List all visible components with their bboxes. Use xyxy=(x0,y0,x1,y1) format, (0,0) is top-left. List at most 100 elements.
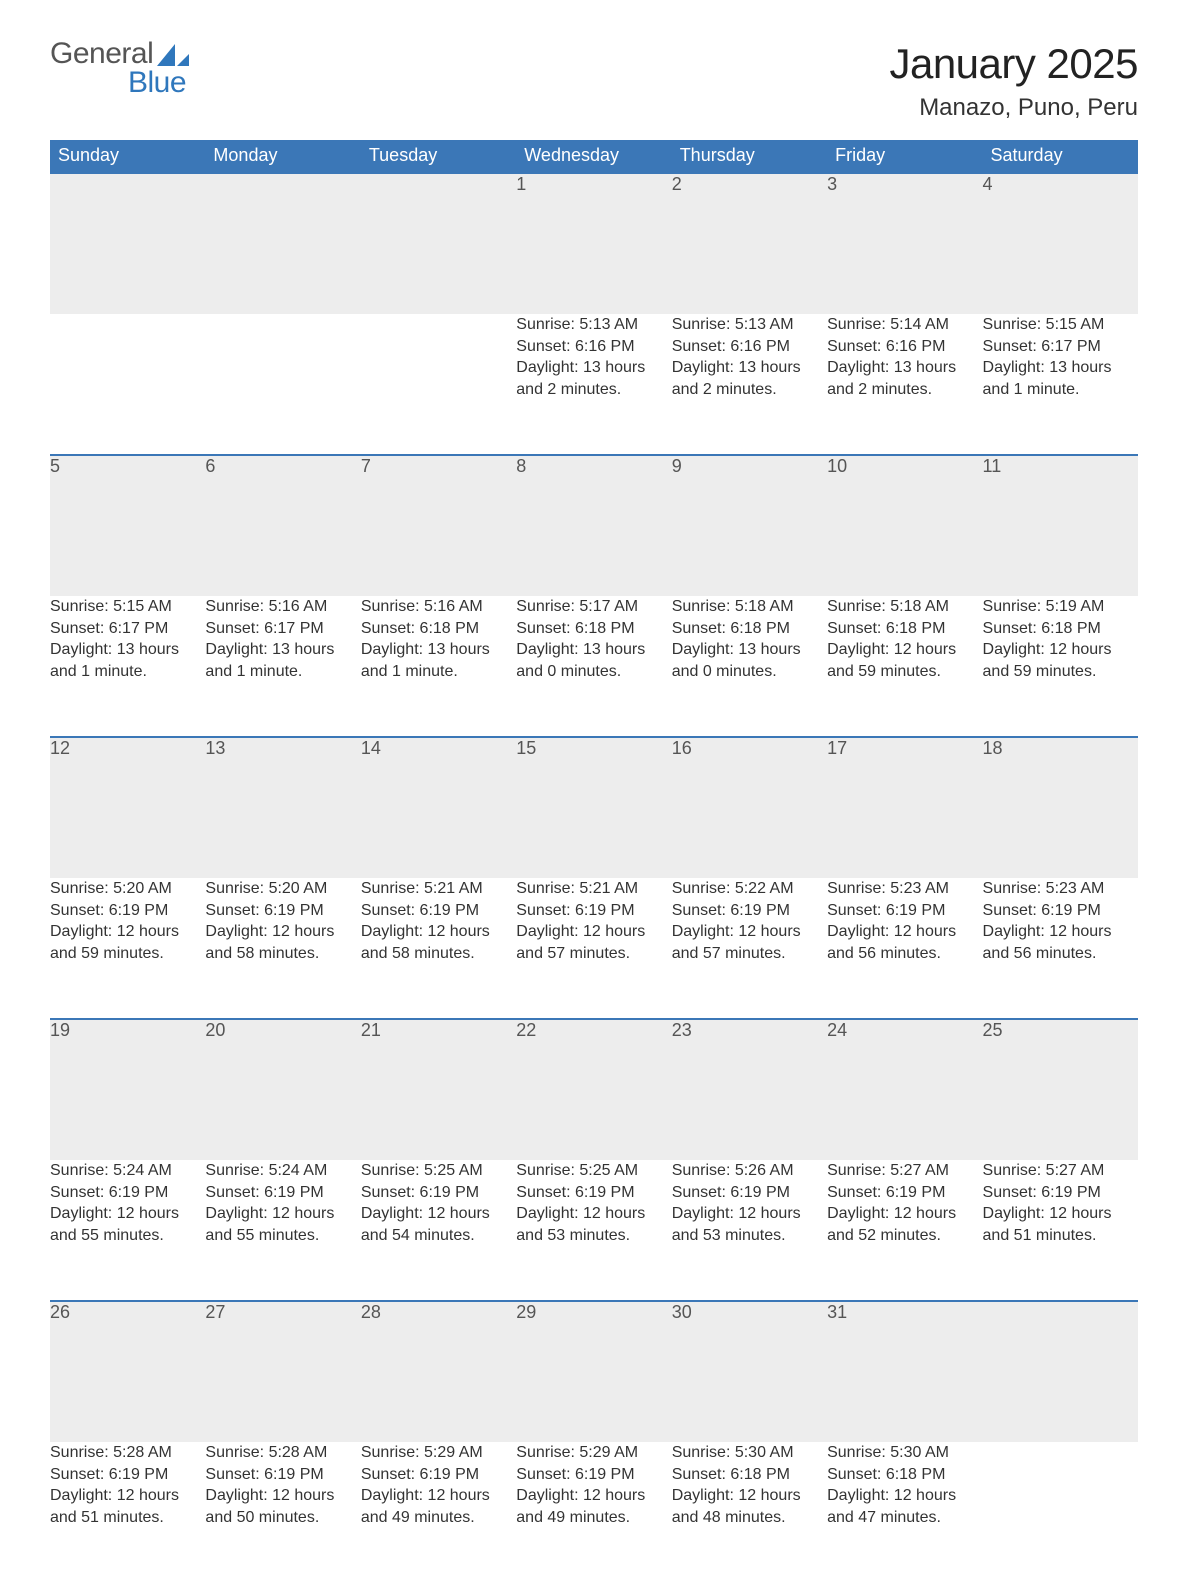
sunrise-text: Sunrise: 5:22 AM xyxy=(672,878,827,900)
daylight-text: Daylight: 12 hours and 59 minutes. xyxy=(827,639,982,682)
day-number-cell: 25 xyxy=(983,1019,1138,1160)
daylight-text: Daylight: 12 hours and 52 minutes. xyxy=(827,1203,982,1246)
day-number-cell: 23 xyxy=(672,1019,827,1160)
daylight-text: Daylight: 12 hours and 48 minutes. xyxy=(672,1485,827,1528)
week-detail-row: Sunrise: 5:20 AMSunset: 6:19 PMDaylight:… xyxy=(50,878,1138,1019)
daylight-text: Daylight: 12 hours and 49 minutes. xyxy=(361,1485,516,1528)
daylight-text: Daylight: 13 hours and 2 minutes. xyxy=(672,357,827,400)
daylight-text: Daylight: 13 hours and 2 minutes. xyxy=(827,357,982,400)
day-number-cell: 29 xyxy=(516,1301,671,1442)
sunset-text: Sunset: 6:19 PM xyxy=(516,1182,671,1204)
day-detail-cell: Sunrise: 5:16 AMSunset: 6:18 PMDaylight:… xyxy=(361,596,516,737)
day-detail-cell: Sunrise: 5:20 AMSunset: 6:19 PMDaylight:… xyxy=(50,878,205,1019)
sunrise-text: Sunrise: 5:15 AM xyxy=(50,596,205,618)
day-detail-cell: Sunrise: 5:29 AMSunset: 6:19 PMDaylight:… xyxy=(516,1442,671,1582)
sunset-text: Sunset: 6:19 PM xyxy=(361,1464,516,1486)
day-detail-cell xyxy=(361,314,516,455)
daylight-text: Daylight: 12 hours and 57 minutes. xyxy=(672,921,827,964)
day-number-cell: 10 xyxy=(827,455,982,596)
day-number-cell: 21 xyxy=(361,1019,516,1160)
day-detail-cell: Sunrise: 5:13 AMSunset: 6:16 PMDaylight:… xyxy=(672,314,827,455)
day-number-cell: 24 xyxy=(827,1019,982,1160)
brand-word-1: General xyxy=(50,40,153,69)
sunrise-text: Sunrise: 5:25 AM xyxy=(361,1160,516,1182)
day-number-cell: 11 xyxy=(983,455,1138,596)
sunset-text: Sunset: 6:18 PM xyxy=(983,618,1138,640)
sunrise-text: Sunrise: 5:21 AM xyxy=(516,878,671,900)
sunset-text: Sunset: 6:19 PM xyxy=(983,1182,1138,1204)
day-detail-cell: Sunrise: 5:24 AMSunset: 6:19 PMDaylight:… xyxy=(50,1160,205,1301)
day-number-cell xyxy=(50,173,205,314)
sunrise-text: Sunrise: 5:28 AM xyxy=(205,1442,360,1464)
title-month: January 2025 xyxy=(889,40,1138,88)
col-monday: Monday xyxy=(205,140,360,173)
brand-logo: General Blue xyxy=(50,40,189,97)
day-detail-cell xyxy=(50,314,205,455)
sunrise-text: Sunrise: 5:17 AM xyxy=(516,596,671,618)
daylight-text: Daylight: 12 hours and 49 minutes. xyxy=(516,1485,671,1528)
sunset-text: Sunset: 6:17 PM xyxy=(205,618,360,640)
day-number-cell xyxy=(205,173,360,314)
day-detail-cell: Sunrise: 5:17 AMSunset: 6:18 PMDaylight:… xyxy=(516,596,671,737)
sunrise-text: Sunrise: 5:30 AM xyxy=(672,1442,827,1464)
calendar-table: Sunday Monday Tuesday Wednesday Thursday… xyxy=(50,140,1138,1582)
sunrise-text: Sunrise: 5:13 AM xyxy=(516,314,671,336)
day-detail-cell: Sunrise: 5:25 AMSunset: 6:19 PMDaylight:… xyxy=(361,1160,516,1301)
day-detail-cell: Sunrise: 5:15 AMSunset: 6:17 PMDaylight:… xyxy=(50,596,205,737)
sunrise-text: Sunrise: 5:23 AM xyxy=(827,878,982,900)
day-detail-cell: Sunrise: 5:27 AMSunset: 6:19 PMDaylight:… xyxy=(827,1160,982,1301)
sunset-text: Sunset: 6:19 PM xyxy=(50,1464,205,1486)
day-number-cell: 7 xyxy=(361,455,516,596)
day-detail-cell: Sunrise: 5:28 AMSunset: 6:19 PMDaylight:… xyxy=(205,1442,360,1582)
day-detail-cell: Sunrise: 5:27 AMSunset: 6:19 PMDaylight:… xyxy=(983,1160,1138,1301)
day-number-cell xyxy=(983,1301,1138,1442)
sunrise-text: Sunrise: 5:24 AM xyxy=(50,1160,205,1182)
calendar-page: General Blue January 2025 Manazo, Puno, … xyxy=(0,0,1188,918)
sunrise-text: Sunrise: 5:30 AM xyxy=(827,1442,982,1464)
week-detail-row: Sunrise: 5:28 AMSunset: 6:19 PMDaylight:… xyxy=(50,1442,1138,1582)
sunrise-text: Sunrise: 5:18 AM xyxy=(827,596,982,618)
week-daynum-row: 12131415161718 xyxy=(50,737,1138,878)
sunset-text: Sunset: 6:19 PM xyxy=(50,1182,205,1204)
sunset-text: Sunset: 6:19 PM xyxy=(672,1182,827,1204)
day-number-cell: 18 xyxy=(983,737,1138,878)
sunset-text: Sunset: 6:18 PM xyxy=(361,618,516,640)
sunset-text: Sunset: 6:18 PM xyxy=(672,1464,827,1486)
sunset-text: Sunset: 6:18 PM xyxy=(827,618,982,640)
sunrise-text: Sunrise: 5:25 AM xyxy=(516,1160,671,1182)
daylight-text: Daylight: 12 hours and 53 minutes. xyxy=(516,1203,671,1246)
sunrise-text: Sunrise: 5:20 AM xyxy=(50,878,205,900)
day-number-cell: 26 xyxy=(50,1301,205,1442)
day-number-cell: 12 xyxy=(50,737,205,878)
day-detail-cell: Sunrise: 5:25 AMSunset: 6:19 PMDaylight:… xyxy=(516,1160,671,1301)
sunset-text: Sunset: 6:16 PM xyxy=(516,336,671,358)
daylight-text: Daylight: 12 hours and 58 minutes. xyxy=(361,921,516,964)
col-wednesday: Wednesday xyxy=(516,140,671,173)
day-detail-cell: Sunrise: 5:16 AMSunset: 6:17 PMDaylight:… xyxy=(205,596,360,737)
day-number-cell: 27 xyxy=(205,1301,360,1442)
day-number-cell: 8 xyxy=(516,455,671,596)
day-number-cell: 28 xyxy=(361,1301,516,1442)
day-number-cell: 4 xyxy=(983,173,1138,314)
sunset-text: Sunset: 6:19 PM xyxy=(205,1464,360,1486)
day-number-cell: 17 xyxy=(827,737,982,878)
sunset-text: Sunset: 6:16 PM xyxy=(672,336,827,358)
day-number-cell: 31 xyxy=(827,1301,982,1442)
daylight-text: Daylight: 13 hours and 1 minute. xyxy=(50,639,205,682)
sunset-text: Sunset: 6:16 PM xyxy=(827,336,982,358)
day-detail-cell: Sunrise: 5:18 AMSunset: 6:18 PMDaylight:… xyxy=(672,596,827,737)
daylight-text: Daylight: 13 hours and 1 minute. xyxy=(983,357,1138,400)
day-detail-cell xyxy=(205,314,360,455)
week-daynum-row: 19202122232425 xyxy=(50,1019,1138,1160)
week-detail-row: Sunrise: 5:24 AMSunset: 6:19 PMDaylight:… xyxy=(50,1160,1138,1301)
day-detail-cell: Sunrise: 5:13 AMSunset: 6:16 PMDaylight:… xyxy=(516,314,671,455)
day-detail-cell: Sunrise: 5:21 AMSunset: 6:19 PMDaylight:… xyxy=(361,878,516,1019)
day-detail-cell: Sunrise: 5:19 AMSunset: 6:18 PMDaylight:… xyxy=(983,596,1138,737)
sunset-text: Sunset: 6:18 PM xyxy=(516,618,671,640)
daylight-text: Daylight: 12 hours and 56 minutes. xyxy=(983,921,1138,964)
col-tuesday: Tuesday xyxy=(361,140,516,173)
sunrise-text: Sunrise: 5:16 AM xyxy=(361,596,516,618)
day-detail-cell: Sunrise: 5:28 AMSunset: 6:19 PMDaylight:… xyxy=(50,1442,205,1582)
day-number-cell: 3 xyxy=(827,173,982,314)
sunset-text: Sunset: 6:19 PM xyxy=(516,1464,671,1486)
